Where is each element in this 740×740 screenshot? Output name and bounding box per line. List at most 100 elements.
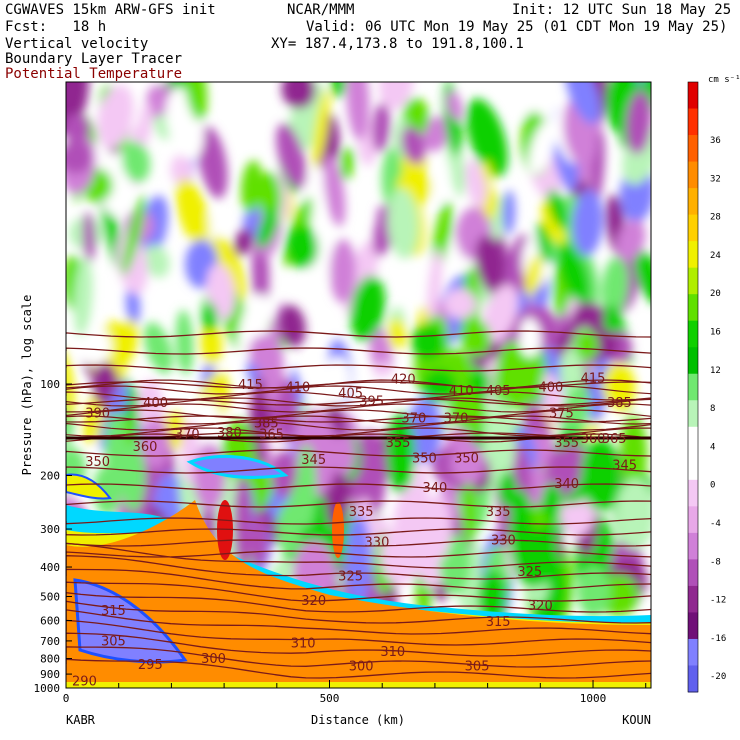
vv-cell [547,189,568,230]
vv-cell [422,369,458,403]
plot-frame [65,81,652,689]
theta-contour [66,409,651,419]
vv-cell [634,249,651,304]
vv-cell [459,317,491,357]
theta-contour [66,483,651,491]
vv-cell [423,494,452,561]
colorbar-swatch [688,453,698,481]
colorbar-tick-label: 36 [710,136,721,146]
colorbar-frame [687,81,699,693]
vv-cell [541,197,567,245]
vv-cell [75,326,112,366]
vv-cell [601,256,629,317]
vv-cell [66,113,91,143]
vv-cell [446,91,463,122]
colorbar-swatch [688,559,698,587]
potential-temperature-labels: 290 305 315 295 300 310 300 310 305 320 325 330 335 3… [72,371,637,689]
theta-label: 335 [349,505,374,520]
vv-cell [329,239,357,304]
theta-label: 400 [143,396,168,411]
colorbar-tick-label: 12 [710,366,721,376]
header-line5-left: Potential Temperature [5,66,183,82]
theta-label: 315 [486,615,511,630]
theta-label: 345 [301,453,326,468]
vv-cell [233,475,252,572]
header-line1-mid: NCAR/MMM [287,2,355,18]
theta-contour [66,542,651,569]
header-line3-left: Vertical velocity [5,36,149,52]
theta-label: 375 [549,407,574,422]
vv-cell [116,230,148,295]
colorbar-units: cm s⁻¹ [708,75,740,85]
y-tick-label: 800 [40,653,60,666]
colorbar-tick-label: 0 [710,481,715,491]
theta-label: 365 [602,432,627,447]
vv-cell [422,116,450,152]
colorbar-swatch [688,82,698,110]
theta-label: 305 [465,660,490,675]
colorbar: 36 32 28 24 20 16 12 8 4 0 -4 -8 -12 -16 -20 [687,81,726,693]
vv-cell [285,225,319,269]
theta-label: 330 [491,534,516,549]
vv-cell [276,123,307,189]
vv-cell [557,242,591,304]
theta-label: 340 [423,481,448,496]
y-tick-label: 900 [40,668,60,681]
header-line2-left: Fcst: 18 h [5,19,107,35]
x-axis: 0 500 1000 [63,680,647,705]
theta-label: 360 [133,440,158,455]
theta-label: 320 [301,594,326,609]
x-tick-label: 500 [320,692,340,705]
vv-cell [577,565,610,618]
theta-contour [66,415,651,423]
theta-label: 300 [201,652,226,667]
theta-label: 340 [554,477,579,492]
x-tick-label: 0 [63,692,70,705]
theta-contour [66,528,651,536]
vv-cell [346,82,370,141]
theta-label: 405 [338,387,363,402]
vv-cell [387,188,419,259]
vv-cell [407,395,443,464]
vv-cell [350,275,386,342]
theta-label: 305 [101,635,126,650]
y-tick-label: 500 [40,590,60,603]
theta-label: 310 [380,645,405,660]
y-tick-label: 1000 [34,682,61,695]
theta-label: 350 [412,452,437,467]
theta-label: 310 [291,636,316,651]
vv-cell [121,141,151,183]
vv-cell [465,159,487,209]
tracer-red-core [217,500,233,560]
theta-contour [66,466,651,474]
theta-contour [66,550,651,558]
theta-contour [66,421,651,431]
vv-cell [432,163,451,204]
vv-cell [475,235,507,296]
colorbar-swatch [688,161,698,189]
vv-cell [502,190,516,235]
theta-label: 370 [444,412,469,427]
vv-cell [466,98,508,177]
colorbar-tick-label: 32 [710,174,721,184]
theta-contour [66,646,651,668]
colorbar-swatch [688,214,698,242]
theta-label: 290 [72,675,97,690]
colorbar-swatch [688,241,698,269]
vv-cell [248,334,283,371]
vv-cell [523,347,547,408]
vv-cell [197,126,228,199]
vv-cell [66,347,75,419]
colorbar-swatch [688,638,698,666]
vv-cell [114,319,139,366]
vv-cell [616,219,646,262]
theta-label: 300 [349,660,374,675]
theta-contour [66,364,651,372]
theta-contour [66,619,651,646]
theta-contour [66,500,651,508]
theta-label: 410 [449,384,474,399]
vv-cell [66,140,93,174]
theta-label: 415 [581,371,606,386]
vv-cell [322,356,351,407]
